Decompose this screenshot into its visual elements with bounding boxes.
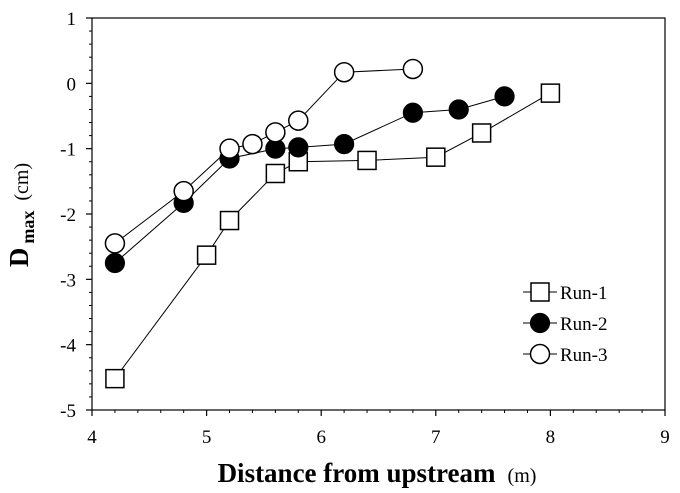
legend-marker-run-1 [530,282,550,302]
data-point-run-1 [426,147,446,167]
legend-label-run-2: Run-2 [560,314,608,335]
data-point-run-1 [471,123,492,143]
data-point-run-2 [288,137,309,158]
data-point-run-1 [265,163,286,184]
y-tick-label: -5 [60,401,76,422]
y-tick-label: -2 [60,205,76,226]
x-tick-label: 6 [316,427,326,448]
data-point-run-2 [334,133,355,155]
tick-labels: 4 5 6 7 8 910-1-2-3-4-5 [60,9,670,448]
legend: Run-1 Run-2 Run-3 [523,282,608,366]
x-tick-label: 7 [431,427,441,448]
data-point-run-2 [104,252,126,274]
data-point-run-2 [402,102,423,123]
legend-marker-run-2 [529,312,551,334]
legend-marker-run-3 [529,343,551,365]
x-tick-label: 8 [546,427,556,448]
x-tick-label: 5 [202,427,212,448]
data-point-run-3 [173,180,194,202]
x-tick-label: 4 [87,427,97,448]
y-tick-label: -3 [60,270,76,291]
y-axis-title-main: D [4,248,34,268]
series-line-run-3 [114,68,413,244]
data-point-run-2 [494,86,515,107]
data-point-run-3 [288,110,309,131]
data-point-run-3 [265,122,286,143]
y-tick-label: 0 [67,74,77,95]
data-point-run-1 [357,150,377,171]
data-point-run-3 [219,138,240,159]
series-lines [114,68,551,379]
x-axis-title-unit: (m) [508,465,537,487]
x-axis-title-text: Distance from upstream [218,458,496,488]
x-tick-label: 9 [660,427,670,448]
data-point-run-1 [219,210,240,231]
legend-label-run-1: Run-1 [560,283,608,304]
y-tick-label: 1 [67,9,77,30]
data-point-run-3 [333,61,355,83]
data-point-run-3 [104,233,126,254]
data-point-run-3 [402,58,424,80]
x-axis-title: Distance from upstream (m) [218,458,537,488]
data-point-run-3 [242,133,263,155]
y-tick-label: -4 [60,336,76,357]
y-axis-title-sub: max [18,211,38,244]
series-markers [104,58,561,389]
data-point-run-1 [105,368,125,389]
legend-label-run-3: Run-3 [560,345,608,366]
data-point-run-1 [540,83,561,103]
y-tick-label: -1 [60,140,76,161]
y-axis-title-unit: (cm) [11,163,33,201]
series-line-run-2 [114,95,505,264]
data-point-run-1 [196,245,217,265]
y-axis-title: D max (cm) [4,163,38,267]
data-point-run-2 [448,99,469,120]
axes [86,17,666,416]
